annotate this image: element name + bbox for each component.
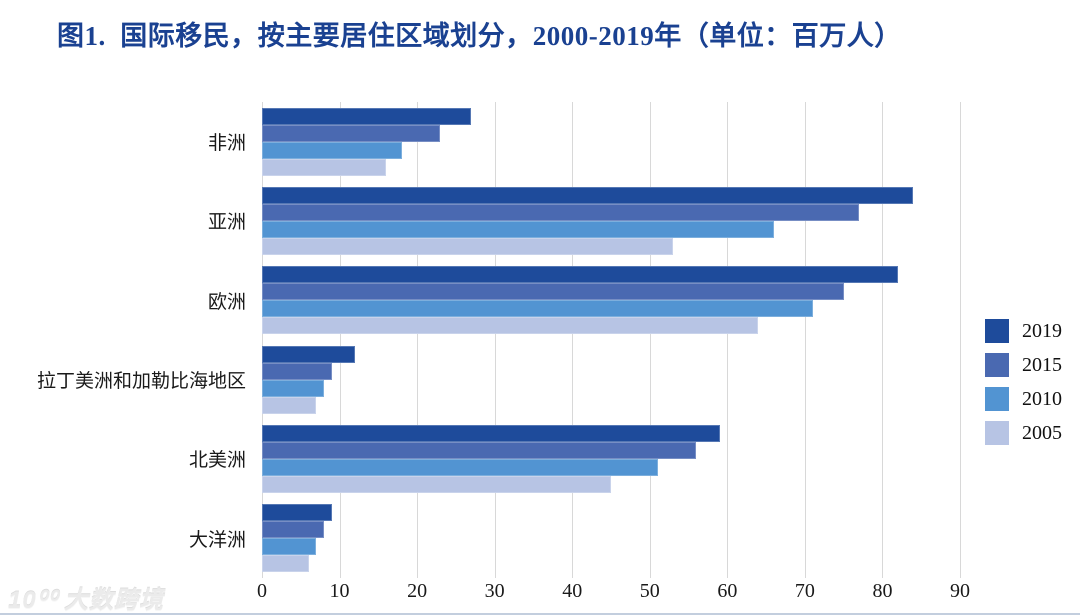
gridline-50 — [649, 102, 651, 578]
gridline-70 — [804, 102, 806, 578]
legend-swatch-2019 — [985, 319, 1009, 343]
x-tick-label-0: 0 — [257, 580, 267, 602]
bar-2010-0 — [262, 141, 402, 159]
bar-groups — [262, 102, 960, 578]
watermark-text: 大数跨境 — [63, 587, 164, 614]
gridline-10 — [339, 102, 341, 578]
bar-2019-3 — [262, 345, 356, 363]
bar-2019-0 — [262, 107, 472, 125]
gridline-90 — [960, 102, 961, 578]
category-label-2: 欧洲 — [207, 291, 246, 313]
bar-2015-2 — [262, 283, 844, 301]
x-tick-label-70: 70 — [794, 580, 815, 602]
legend: 2019 2015 2010 2005 — [985, 319, 1062, 445]
bar-2015-0 — [262, 124, 441, 142]
legend-item-2019: 2019 — [985, 319, 1062, 343]
bar-2019-2 — [262, 266, 898, 284]
bar-2005-2 — [262, 317, 759, 335]
x-tick-label-30: 30 — [484, 580, 505, 602]
legend-item-2005: 2005 — [985, 421, 1062, 445]
bar-2010-2 — [262, 300, 813, 318]
bottom-divider — [0, 613, 1080, 615]
legend-label-2005: 2005 — [1022, 421, 1062, 444]
bar-2005-1 — [262, 237, 674, 255]
category-label-1: 亚洲 — [207, 212, 246, 234]
category-label-5: 大洋洲 — [188, 529, 246, 551]
bar-group-5 — [262, 499, 960, 578]
y-axis-category-labels: 非洲亚洲欧洲拉丁美洲和加勒比海地区北美洲大洋洲 — [0, 102, 254, 578]
x-tick-label-80: 80 — [872, 580, 893, 602]
bar-2019-5 — [262, 504, 332, 522]
bar-2005-4 — [262, 475, 611, 493]
bar-2010-3 — [262, 379, 325, 397]
plot-area — [262, 102, 961, 578]
watermark-logo-icon: 10⁰⁰ — [8, 587, 58, 614]
bar-2019-4 — [262, 424, 720, 442]
bar-2010-1 — [262, 220, 774, 238]
bar-2005-3 — [262, 396, 317, 414]
x-axis-tick-labels: 0 10 20 30 40 50 60 70 80 90 — [257, 580, 970, 606]
category-label-4: 北美洲 — [188, 450, 246, 472]
bar-2015-5 — [262, 521, 325, 539]
gridline-30 — [494, 102, 496, 578]
bar-2010-5 — [262, 538, 317, 556]
legend-swatch-2005 — [985, 421, 1009, 445]
category-label-0: 非洲 — [207, 133, 246, 155]
bar-group-3 — [262, 340, 960, 419]
legend-label-2010: 2010 — [1022, 387, 1062, 410]
bar-group-2 — [262, 261, 960, 340]
x-tick-label-10: 10 — [329, 580, 350, 602]
gridline-20 — [417, 102, 419, 578]
legend-item-2015: 2015 — [985, 353, 1062, 377]
gridline-0 — [262, 102, 263, 578]
chart-title: 图1. 国际移民，按主要居住区域划分，2000-2019年（单位：百万人） — [57, 21, 902, 51]
x-tick-label-90: 90 — [950, 580, 970, 602]
x-tick-label-60: 60 — [717, 580, 738, 602]
gridline-80 — [882, 102, 884, 578]
gridline-40 — [572, 102, 574, 578]
legend-swatch-2010 — [985, 387, 1009, 411]
legend-swatch-2015 — [985, 353, 1009, 377]
x-tick-label-50: 50 — [639, 580, 660, 602]
legend-label-2019: 2019 — [1022, 319, 1062, 342]
bar-group-1 — [262, 181, 960, 260]
bar-group-4 — [262, 419, 960, 498]
legend-label-2015: 2015 — [1022, 353, 1062, 376]
bar-2015-3 — [262, 362, 332, 380]
bar-2005-5 — [262, 555, 309, 573]
bar-2015-1 — [262, 203, 860, 221]
bar-2010-4 — [262, 458, 658, 476]
bar-2005-0 — [262, 158, 387, 176]
x-tick-label-20: 20 — [407, 580, 428, 602]
legend-item-2010: 2010 — [985, 387, 1062, 411]
gridline-60 — [727, 102, 729, 578]
bar-2015-4 — [262, 441, 697, 459]
category-label-3: 拉丁美洲和加勒比海地区 — [36, 371, 246, 393]
bar-group-0 — [262, 102, 960, 181]
bar-2019-1 — [262, 186, 914, 204]
watermark: 10⁰⁰ 大数跨境 — [8, 580, 164, 615]
x-tick-label-40: 40 — [562, 580, 583, 602]
